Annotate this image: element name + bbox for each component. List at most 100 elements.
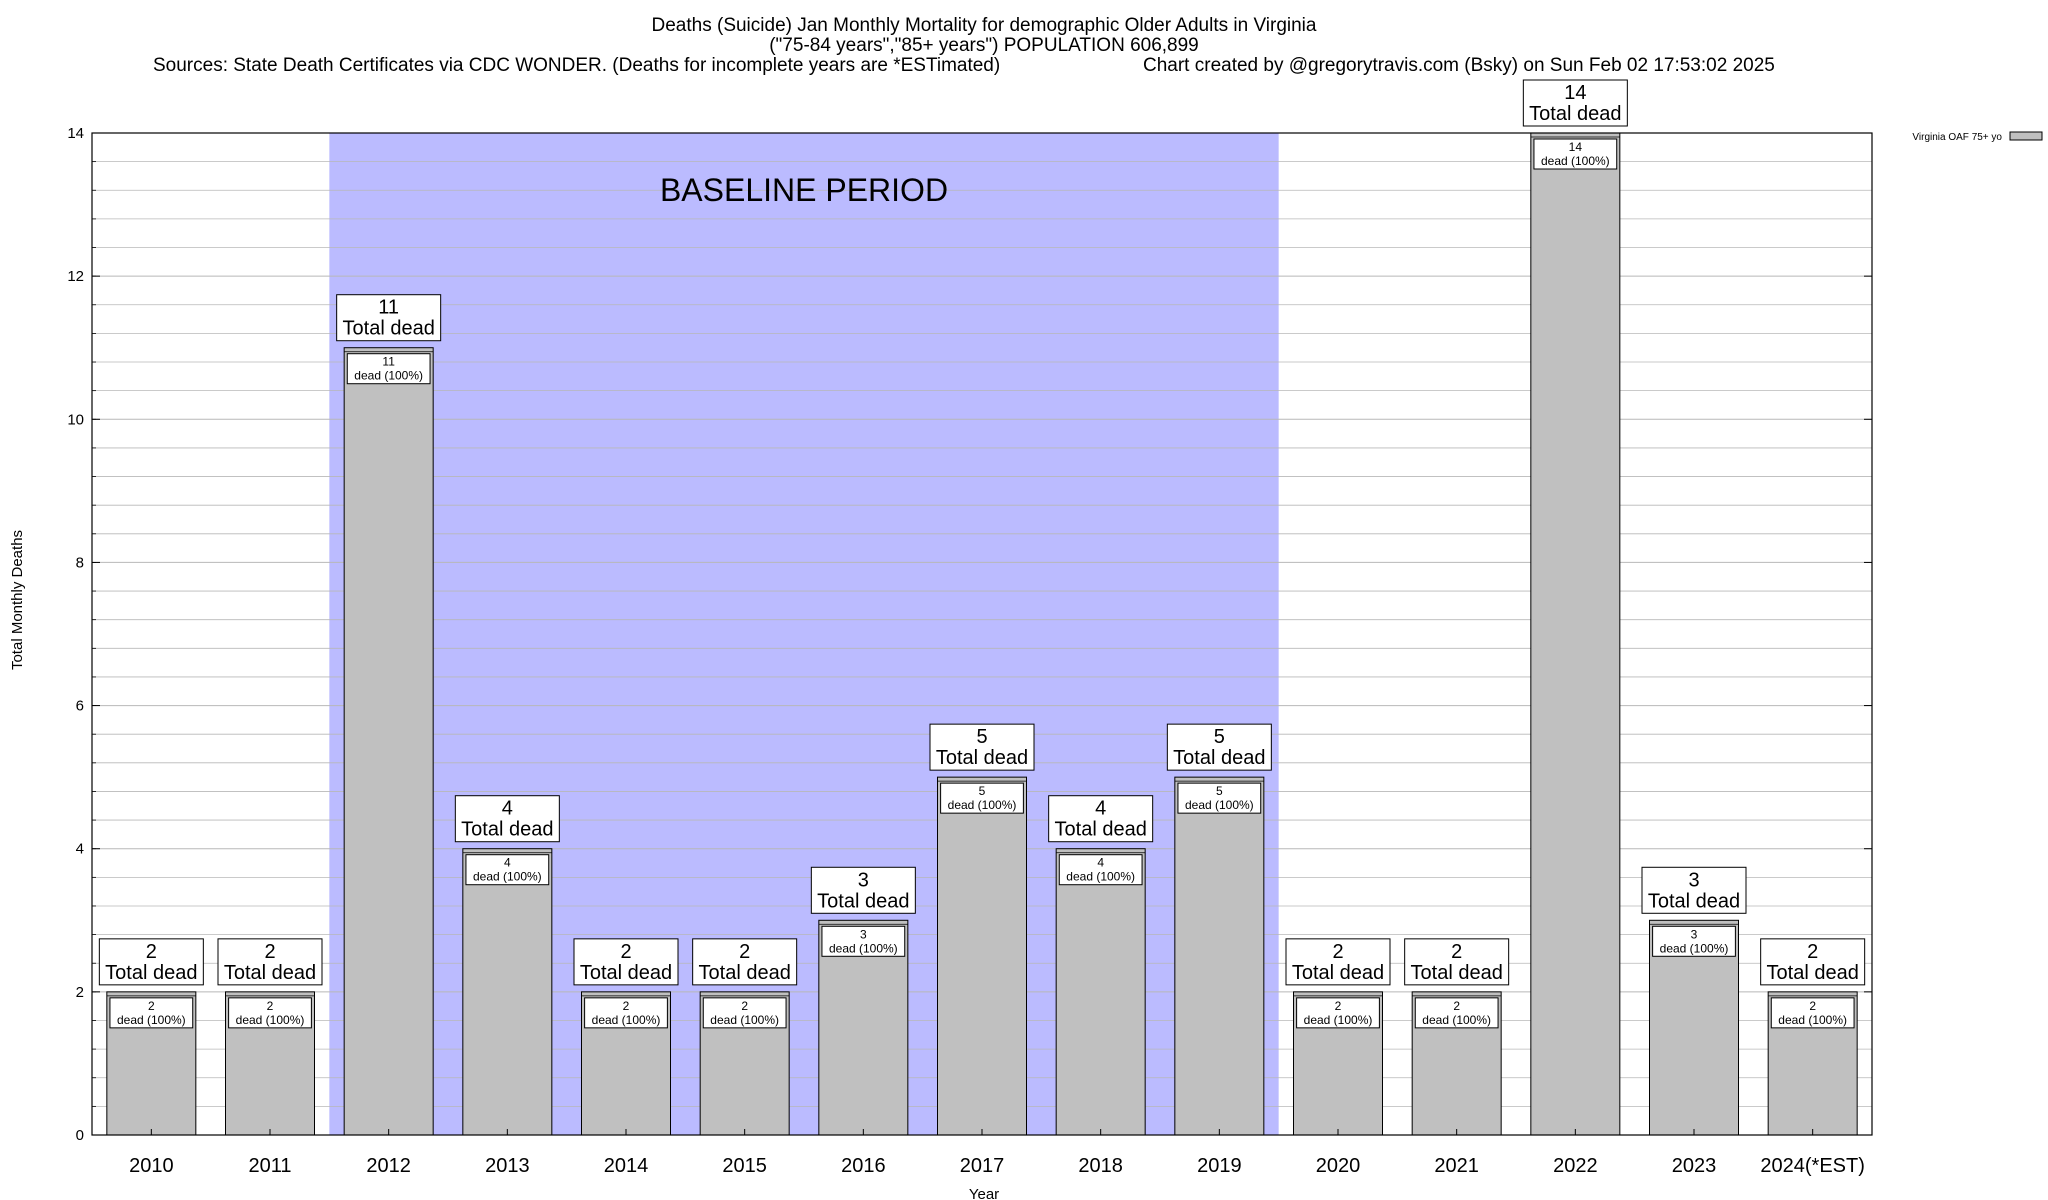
bar-total-value: 2 — [264, 941, 275, 963]
x-tick-label: 2024(*EST) — [1760, 1155, 1865, 1177]
bar-inner-label-box — [940, 782, 1024, 814]
bar-total-text: Total dead — [1411, 962, 1503, 984]
bar-inner-label-box — [1770, 997, 1855, 1029]
bar-total-label-box — [573, 938, 679, 986]
bar-inner-value: 5 — [1216, 784, 1223, 798]
bar-inner-text: dead (100%) — [117, 1013, 186, 1027]
bar — [1530, 132, 1621, 1136]
bar-total-value: 2 — [620, 941, 631, 963]
bar-inner-label-box — [1058, 854, 1143, 886]
chart-sources: Sources: State Death Certificates via CD… — [153, 55, 1000, 76]
x-tick-label: 2020 — [1316, 1155, 1361, 1177]
bar-total-label-box — [1760, 938, 1866, 986]
x-tick-label: 2017 — [960, 1155, 1005, 1177]
bar-total-label-box — [692, 938, 798, 986]
bar-total-label-box — [929, 723, 1035, 771]
bar-inner-text: dead (100%) — [354, 369, 423, 383]
bar-inner-text: dead (100%) — [1660, 941, 1729, 955]
bar-total-text: Total dead — [699, 962, 791, 984]
bar-inner-label-box — [228, 997, 312, 1029]
bar-total-label-box — [1641, 866, 1747, 914]
bar-total-text: Total dead — [817, 890, 909, 912]
bar-inner-text: dead (100%) — [1066, 870, 1135, 884]
bar-inner-value: 4 — [504, 856, 511, 870]
bar-total-value: 11 — [378, 297, 399, 319]
x-tick-label: 2018 — [1078, 1155, 1123, 1177]
y-tick-label: 4 — [76, 841, 84, 858]
bar-total-text: Total dead — [580, 962, 672, 984]
x-tick-label: 2016 — [841, 1155, 886, 1177]
bar-total-text: Total dead — [224, 962, 316, 984]
y-tick-label: 8 — [76, 554, 84, 571]
x-tick-label: 2014 — [604, 1155, 649, 1177]
bar-total-text: Total dead — [105, 962, 197, 984]
y-tick-label: 6 — [76, 698, 84, 715]
bar-inner-label-box — [346, 353, 431, 385]
bar-total-value: 2 — [1332, 941, 1343, 963]
bar-inner-text: dead (100%) — [948, 798, 1017, 812]
x-tick-label: 2012 — [366, 1155, 411, 1177]
bar-inner-label-box — [584, 997, 668, 1029]
bar-inner-label-box — [1414, 997, 1499, 1029]
bar-inner-text: dead (100%) — [592, 1013, 661, 1027]
bar-inner-text: dead (100%) — [473, 870, 542, 884]
bar-inner-value: 2 — [1335, 999, 1342, 1013]
bar-total-label-box — [1522, 79, 1628, 127]
bar-total-label-box — [1285, 938, 1391, 986]
legend-entry-label: Virginia OAF 75+ yo — [1912, 132, 2002, 143]
y-tick-label: 12 — [67, 268, 84, 285]
bar-total-value: 3 — [858, 869, 869, 891]
bar-total-text: Total dead — [1292, 962, 1384, 984]
bar-inner-label-box — [109, 997, 194, 1029]
bar-inner-value: 11 — [382, 355, 395, 369]
bar-total-value: 5 — [976, 726, 987, 748]
chart-title: Deaths (Suicide) Jan Monthly Mortality f… — [652, 15, 1317, 36]
bar-total-label-box — [336, 294, 442, 342]
x-tick-label: 2023 — [1672, 1155, 1717, 1177]
bar-total-value: 4 — [1095, 798, 1106, 820]
bar-inner-label-box — [1533, 138, 1618, 170]
x-tick-label: 2011 — [248, 1155, 291, 1177]
bar-inner-text: dead (100%) — [1778, 1013, 1847, 1027]
bar-total-text: Total dead — [1767, 962, 1859, 984]
bar-total-text: Total dead — [936, 747, 1028, 769]
bar-inner-label-box — [1652, 925, 1736, 957]
bar-inner-label-box — [465, 854, 550, 886]
y-axis-title: Total Monthly Deaths — [9, 530, 26, 670]
baseline-period-label: BASELINE PERIOD — [660, 172, 948, 208]
bar-inner-value: 14 — [1569, 140, 1583, 154]
chart-credit: Chart created by @gregorytravis.com (Bsk… — [1143, 55, 1775, 76]
bar-total-value: 2 — [146, 941, 157, 963]
bar — [1055, 848, 1146, 1136]
bar-inner-value: 2 — [1453, 999, 1460, 1013]
legend-swatch — [2009, 131, 2043, 141]
legend: Virginia OAF 75+ yo — [1912, 131, 2043, 143]
bar-total-text: Total dead — [1055, 819, 1147, 841]
bar-inner-text: dead (100%) — [1422, 1013, 1491, 1027]
bar-total-label-box — [98, 938, 204, 986]
bar-total-value: 5 — [1214, 726, 1225, 748]
bar — [343, 347, 434, 1136]
x-axis-title: Year — [969, 1186, 999, 1200]
x-tick-label: 2015 — [722, 1155, 767, 1177]
bar-inner-value: 2 — [148, 999, 155, 1013]
bar-inner-value: 5 — [979, 784, 986, 798]
y-tick-label: 0 — [76, 1127, 84, 1144]
y-tick-label: 14 — [67, 125, 84, 142]
bar-inner-text: dead (100%) — [1304, 1013, 1373, 1027]
bar-total-label-box — [1166, 723, 1272, 771]
bar-total-value: 2 — [1807, 941, 1818, 963]
bar-total-value: 4 — [502, 798, 513, 820]
bar-total-value: 2 — [1451, 941, 1462, 963]
bar-total-label-box — [217, 938, 323, 986]
bar-total-value: 3 — [1688, 869, 1699, 891]
bar-inner-value: 3 — [860, 927, 867, 941]
bar-total-text: Total dead — [1173, 747, 1265, 769]
bar-inner-value: 2 — [1809, 999, 1816, 1013]
bar-inner-text: dead (100%) — [829, 941, 898, 955]
bar-inner-label-box — [702, 997, 787, 1029]
x-tick-label: 2010 — [129, 1155, 174, 1177]
bar-inner-label-box — [821, 925, 906, 957]
bar-total-text: Total dead — [461, 819, 553, 841]
